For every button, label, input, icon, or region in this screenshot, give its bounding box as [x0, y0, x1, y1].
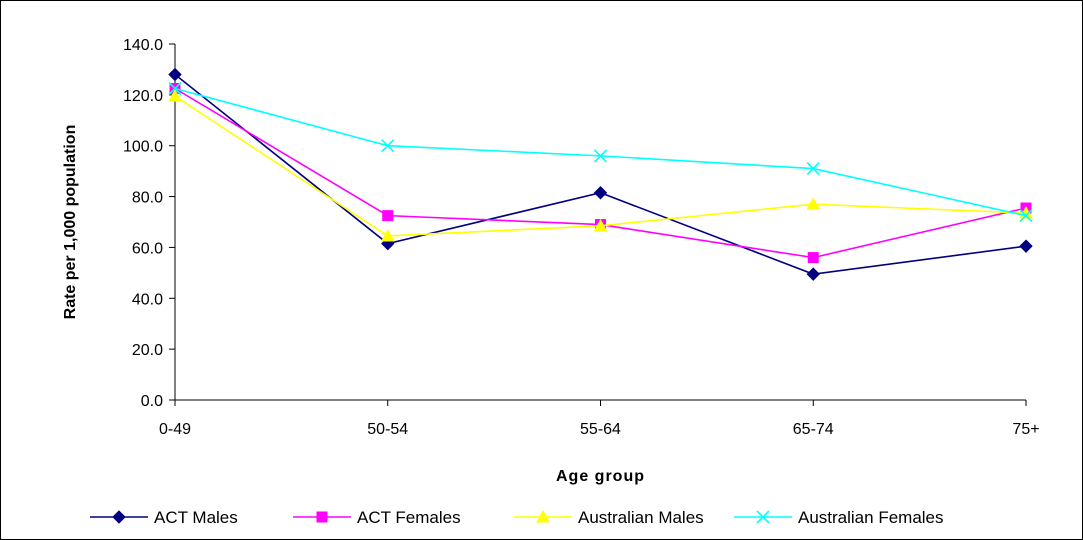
legend-item-australian-females: Australian Females [734, 508, 944, 527]
x-tick-label: 0-49 [159, 421, 191, 438]
legend-marker [316, 511, 328, 523]
series-line-australian-males [174, 95, 1027, 237]
x-tick-label: 75+ [1012, 421, 1039, 438]
y-tick-label: 140.0 [123, 37, 163, 54]
legend-label: ACT Females [357, 508, 461, 527]
data-point-act-males [168, 67, 182, 82]
legend-marker [756, 510, 770, 524]
legend-label: Australian Females [798, 508, 944, 527]
data-point-act-males [593, 186, 608, 200]
data-point-australian-males [806, 197, 821, 210]
y-tick-label: 120.0 [123, 88, 163, 105]
y-tick-label: 40.0 [132, 291, 163, 308]
x-axis-title: Age group [556, 468, 645, 485]
legend-marker [536, 509, 550, 523]
series-australian-males [168, 89, 1033, 242]
y-tick-label: 0.0 [141, 393, 163, 410]
y-axis-ticks: 0.0 20.0 40.0 60.0 80.0 100.0 120.0 140.0 [123, 37, 175, 410]
x-tick-label: 50-54 [367, 421, 408, 438]
series-australian-females [168, 81, 1033, 223]
data-point-australian-females [593, 149, 608, 163]
legend-item-act-females: ACT Females [293, 508, 461, 527]
series-layer [168, 67, 1033, 281]
data-point-australian-females [168, 81, 182, 96]
data-point-australian-females [1019, 209, 1033, 223]
data-point-act-females [382, 210, 394, 222]
legend-marker [112, 510, 126, 524]
y-tick-label: 20.0 [132, 342, 163, 359]
legend-item-act-males: ACT Males [90, 508, 238, 527]
y-tick-label: 80.0 [132, 190, 163, 207]
data-point-australian-males [168, 89, 182, 102]
data-point-australian-females [381, 139, 395, 153]
data-point-act-males [806, 267, 820, 281]
y-tick-label: 60.0 [132, 240, 163, 257]
y-tick-label: 100.0 [123, 139, 163, 156]
x-tick-label: 65-74 [793, 421, 834, 438]
x-tick-label: 55-64 [580, 421, 621, 438]
series-act-males [168, 67, 1033, 281]
data-point-australian-males [380, 228, 395, 242]
series-line-act-females [174, 87, 1027, 259]
data-point-australian-males [593, 218, 608, 232]
legend: ACT Males ACT Females Australian Males Aust… [90, 508, 944, 527]
data-point-act-males [1019, 239, 1033, 253]
legend-label: Australian Males [578, 508, 704, 527]
series-line-act-males [174, 73, 1027, 275]
data-point-australian-females [806, 162, 820, 176]
legend-label: ACT Males [154, 508, 238, 527]
x-axis-ticks: 0-49 50-54 55-64 65-74 75+ [159, 400, 1040, 438]
data-point-act-females [807, 252, 819, 264]
legend-item-australian-males: Australian Males [514, 508, 704, 527]
y-axis-title: Rate per 1,000 population [62, 125, 79, 320]
